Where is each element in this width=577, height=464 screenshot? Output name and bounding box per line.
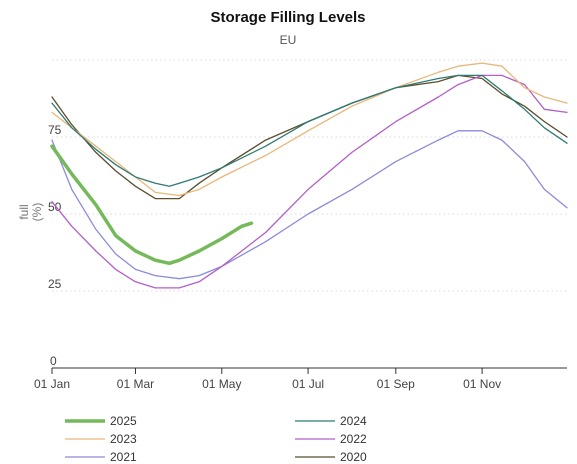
y-tick-label: 0 [50,354,57,368]
chart-subtitle: EU [280,33,297,47]
series-line-2024 [51,74,568,187]
x-tick-label: 01 Jan [34,377,70,391]
legend-label-2025: 2025 [110,414,137,428]
y-tick-label: 25 [48,277,62,291]
legend-label-2021: 2021 [110,450,137,464]
gridlines [52,59,567,292]
x-tick-label: 01 Mar [117,377,154,391]
series-line-2025 [50,144,254,266]
legend-label-2022: 2022 [340,432,367,446]
y-axis-label: full(%) [17,203,44,222]
chart-title: Storage Filling Levels [210,9,365,26]
legend: 2025 2024 2023 2022 2021 2020 [65,414,367,464]
legend-label-2023: 2023 [110,432,137,446]
x-tick-label: 01 Sep [377,377,415,391]
legend-label-2024: 2024 [340,414,367,428]
x-tick-label: 01 May [202,377,241,391]
x-tick-label: 01 Nov [463,377,501,391]
x-tick-label: 01 Jul [292,377,324,391]
series-line-2023 [51,62,568,197]
y-tick-label: 75 [48,123,62,137]
series-line-2022 [51,74,568,289]
legend-label-2020: 2020 [340,450,367,464]
series-line-2021 [51,130,568,280]
series-line-2020 [51,74,568,200]
series-lines [50,62,568,289]
